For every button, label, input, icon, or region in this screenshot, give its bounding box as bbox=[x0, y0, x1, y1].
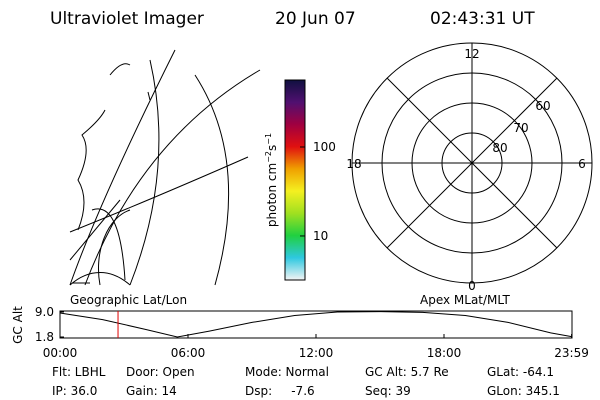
altitude-line bbox=[59, 311, 572, 338]
status-field: GC Alt: 5.7 Re bbox=[365, 365, 449, 379]
mlt-label: 6 bbox=[578, 157, 586, 171]
colorbar-tick-label: 10 bbox=[313, 229, 328, 243]
status-field: IP: 36.0 bbox=[52, 384, 97, 398]
unit-part: photon cm bbox=[265, 163, 279, 227]
status-field: GLat: -64.1 bbox=[487, 365, 554, 379]
plot-frame bbox=[59, 310, 573, 339]
time: 02:43:31 UT bbox=[430, 9, 535, 29]
lat-label: 80 bbox=[492, 141, 507, 155]
status-field: Seq: 39 bbox=[365, 384, 411, 398]
y-tick-label: 9.0 bbox=[35, 305, 54, 319]
y-tick-label: 1.8 bbox=[35, 330, 54, 344]
mlt-label: 0 bbox=[468, 279, 476, 293]
x-tick-label: 06:00 bbox=[171, 346, 206, 360]
date: 20 Jun 07 bbox=[275, 9, 356, 29]
map-label: Geographic Lat/Lon bbox=[70, 293, 187, 307]
x-tick-label: 23:59 bbox=[554, 346, 589, 360]
colorbar-unit: photon cm−2s−1 bbox=[264, 133, 279, 227]
unit-part: s bbox=[265, 145, 279, 151]
status-field: Mode: Normal bbox=[245, 365, 329, 379]
y-axis-label: GC Alt bbox=[11, 306, 25, 344]
title: Ultraviolet Imager bbox=[50, 9, 204, 29]
lat-label: 70 bbox=[513, 121, 528, 135]
map bbox=[69, 49, 261, 286]
mlt-label: 12 bbox=[464, 47, 479, 61]
x-tick-label: 12:00 bbox=[299, 346, 334, 360]
polar-label: Apex MLat/MLT bbox=[420, 293, 510, 307]
status-field: Flt: LBHL bbox=[52, 365, 106, 379]
x-tick-label: 18:00 bbox=[427, 346, 462, 360]
colorbar-tick-label: 100 bbox=[313, 140, 336, 154]
polar-grid bbox=[351, 42, 593, 284]
status-field: Dsp: -7.6 bbox=[245, 384, 315, 398]
unit-part: −1 bbox=[264, 133, 273, 145]
x-tick-label: 00:00 bbox=[43, 346, 78, 360]
status-field: Door: Open bbox=[126, 365, 195, 379]
mlt-label: 18 bbox=[346, 157, 361, 171]
unit-part: −2 bbox=[264, 151, 273, 163]
status-field: Gain: 14 bbox=[126, 384, 177, 398]
status-field: GLon: 345.1 bbox=[487, 384, 560, 398]
lat-label: 60 bbox=[535, 99, 550, 113]
colorbar bbox=[284, 79, 306, 281]
